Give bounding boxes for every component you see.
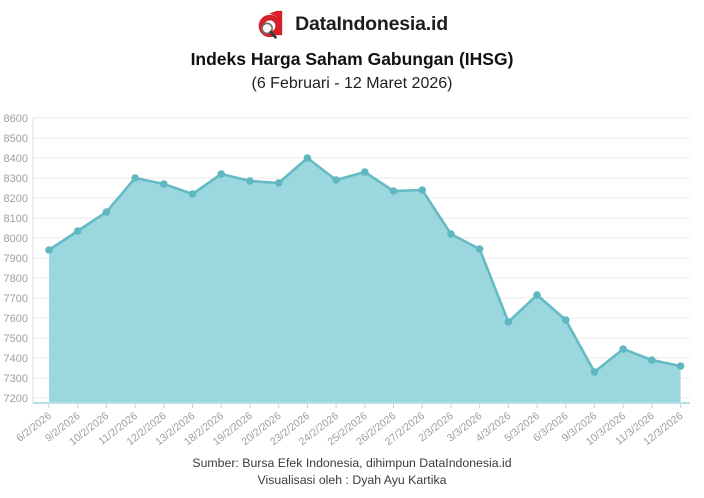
data-point <box>274 179 283 187</box>
credit-line: Visualisasi oleh : Dyah Ayu Kartika <box>257 473 447 487</box>
y-axis-label: 8100 <box>4 213 28 225</box>
data-point <box>389 187 398 195</box>
y-axis-label: 8400 <box>4 153 28 165</box>
data-point <box>102 208 111 216</box>
data-point <box>475 245 484 253</box>
data-point <box>504 318 513 326</box>
data-point <box>619 345 627 353</box>
page-subtitle: (6 Februari - 12 Maret 2026) <box>251 75 453 92</box>
y-axis-label: 7700 <box>4 293 28 305</box>
y-axis-label: 7800 <box>4 273 28 285</box>
y-axis-label: 7600 <box>4 313 28 325</box>
data-point <box>533 291 541 299</box>
y-axis-label: 7300 <box>4 373 28 385</box>
y-axis-label: 8000 <box>4 233 28 245</box>
y-axis-label: 8600 <box>4 113 28 125</box>
magnifier-icon <box>261 22 274 35</box>
data-point <box>418 186 427 194</box>
data-point <box>45 246 53 254</box>
data-point <box>73 227 82 235</box>
y-axis-label: 8300 <box>4 173 28 185</box>
brand-name: DataIndonesia.id <box>295 13 448 35</box>
data-point <box>188 190 197 198</box>
dataindonesia-logo-icon <box>258 10 283 39</box>
data-point <box>217 170 226 178</box>
data-point <box>561 316 570 324</box>
data-point <box>590 368 599 376</box>
data-point <box>447 230 455 238</box>
data-point <box>246 177 254 185</box>
page-title: Indeks Harga Saham Gabungan (IHSG) <box>190 49 514 69</box>
y-axis-label: 7500 <box>4 333 28 345</box>
data-point <box>160 180 168 188</box>
data-point <box>131 174 139 182</box>
y-axis-label: 7400 <box>4 353 28 365</box>
source-line: Sumber: Bursa Efek Indonesia, dihimpun D… <box>192 456 512 470</box>
data-point <box>303 154 312 162</box>
data-point <box>648 356 656 364</box>
data-point <box>332 176 340 184</box>
y-axis-label: 8200 <box>4 193 28 205</box>
y-axis-label: 8500 <box>4 133 28 145</box>
brand: DataIndonesia.id <box>0 8 704 41</box>
data-point <box>361 168 369 176</box>
data-point <box>676 362 685 370</box>
y-axis-label: 7200 <box>4 393 28 405</box>
area-fill <box>49 158 681 403</box>
y-axis-label: 7900 <box>4 253 28 265</box>
